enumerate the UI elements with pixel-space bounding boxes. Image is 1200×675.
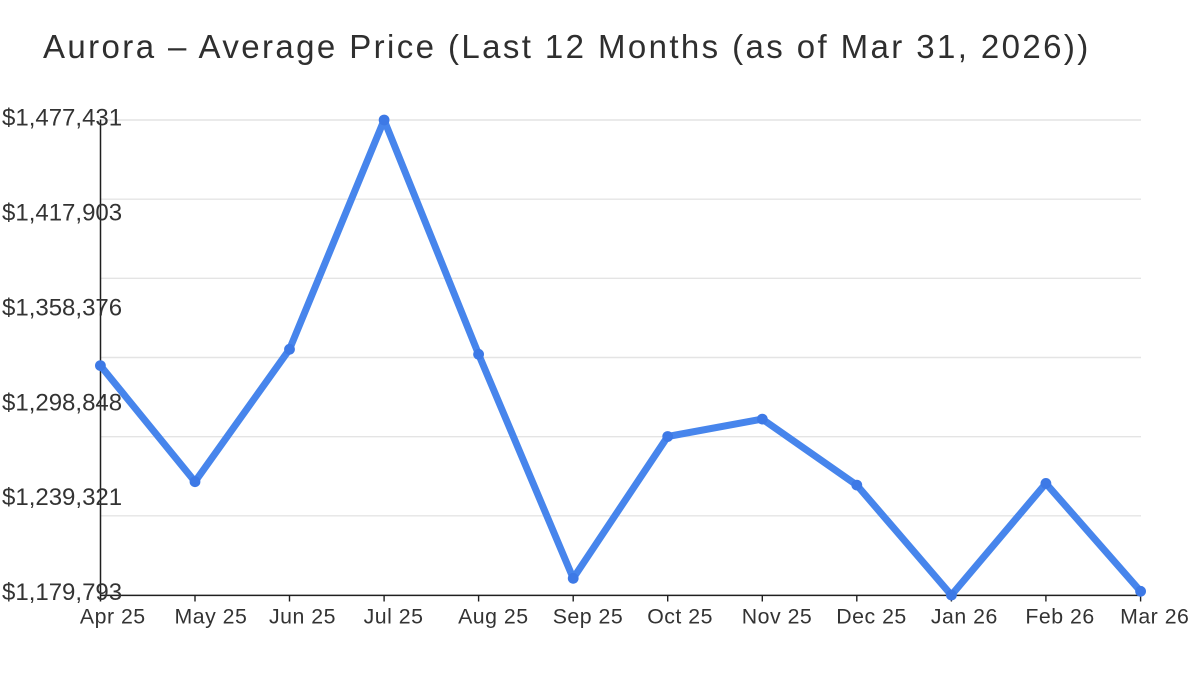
svg-text:$1,179,793: $1,179,793 xyxy=(2,579,122,606)
svg-text:May 25: May 25 xyxy=(175,605,248,629)
svg-text:Nov 25: Nov 25 xyxy=(742,605,812,629)
svg-text:Aug 25: Aug 25 xyxy=(458,605,528,629)
svg-text:Jun 25: Jun 25 xyxy=(269,605,336,629)
svg-text:Oct 25: Oct 25 xyxy=(647,605,713,629)
svg-text:Feb 26: Feb 26 xyxy=(1025,605,1094,629)
svg-text:$1,477,431: $1,477,431 xyxy=(2,105,122,132)
svg-text:$1,417,903: $1,417,903 xyxy=(2,200,122,227)
svg-text:Aurora – Average Price (Last 1: Aurora – Average Price (Last 12 Months (… xyxy=(43,28,1091,65)
svg-text:Jul 25: Jul 25 xyxy=(364,605,424,629)
svg-text:Jan 26: Jan 26 xyxy=(931,605,998,629)
svg-text:$1,358,376: $1,358,376 xyxy=(2,294,122,321)
svg-text:Dec 25: Dec 25 xyxy=(836,605,906,629)
svg-text:$1,239,321: $1,239,321 xyxy=(2,484,122,511)
svg-text:$1,298,848: $1,298,848 xyxy=(2,389,122,416)
svg-text:Mar 26: Mar 26 xyxy=(1120,605,1189,629)
svg-text:Sep 25: Sep 25 xyxy=(553,605,624,629)
svg-text:Apr 25: Apr 25 xyxy=(80,605,146,629)
